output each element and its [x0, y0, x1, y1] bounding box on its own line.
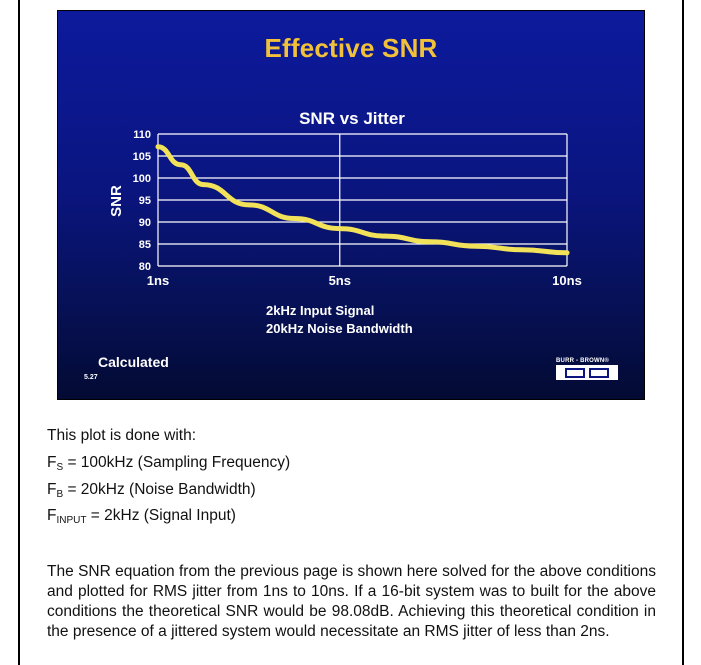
x-tick-label-10ns: 10ns	[552, 273, 582, 288]
formula-subscript: S	[56, 462, 64, 473]
formula-symbol: F	[47, 507, 57, 524]
chart-series	[155, 144, 570, 256]
data-point-0-10	[564, 250, 570, 256]
y-tick-label-105: 105	[133, 151, 151, 163]
formula-symbol: F	[47, 454, 57, 471]
y-tick-label-85: 85	[139, 239, 151, 251]
calculated-label: Calculated	[98, 354, 169, 370]
formula-line: FS = 100kHz (Sampling Frequency)	[47, 454, 290, 473]
formula-subscript: B	[56, 489, 64, 500]
intro-text: This plot is done with:	[47, 427, 197, 444]
data-point-0-1	[178, 162, 184, 168]
data-point-0-8	[473, 243, 479, 249]
slide-title: Effective SNR	[264, 33, 438, 63]
formula-value: = 2kHz (Signal Input)	[86, 507, 236, 524]
y-tick-label-90: 90	[139, 217, 151, 229]
data-point-0-4	[291, 216, 297, 221]
x-tick-label-1ns: 1ns	[147, 273, 169, 288]
snr-vs-jitter-chart: SNR vs Jitter SNR 80 85 90 95 100 105 110 1ns 5n…	[108, 109, 582, 336]
data-point-0-9	[519, 247, 524, 253]
formula-value: = 100kHz (Sampling Frequency)	[63, 454, 291, 471]
formula-value: = 20kHz (Noise Bandwidth)	[63, 481, 256, 498]
data-point-0-7	[428, 239, 434, 245]
x-tick-label-5ns: 5ns	[329, 273, 351, 288]
slide-number: 5.27	[84, 374, 98, 381]
burr-brown-logo: BURR - BROWN®	[556, 358, 620, 382]
formula-subscript: INPUT	[56, 515, 87, 526]
data-point-0-5	[337, 226, 343, 232]
data-point-0-6	[382, 233, 388, 239]
chart-tick-labels: 80 85 90 95 100 105 110 1ns 5ns 10ns	[133, 129, 582, 288]
bb-logo-mark	[556, 365, 618, 380]
y-tick-label-110: 110	[133, 129, 151, 141]
chart-title: SNR vs Jitter	[299, 109, 405, 128]
chart-grid	[157, 133, 568, 267]
y-tick-label-80: 80	[139, 261, 151, 273]
data-point-0-2	[201, 182, 206, 188]
y-axis-label: SNR	[108, 185, 125, 217]
y-tick-label-100: 100	[133, 173, 151, 185]
page-border-right	[682, 0, 684, 665]
formula-symbol: F	[47, 481, 57, 498]
chart-subtitle-line-1: 2kHz Input Signal	[266, 303, 374, 318]
formula-line: FINPUT = 2kHz (Signal Input)	[47, 507, 236, 526]
explanation-paragraph: The SNR equation from the previous page …	[47, 563, 656, 640]
slide-panel: Effective SNR SNR vs Jitter SNR 80 85 90 95…	[57, 10, 645, 400]
chart-subtitle-line-2: 20kHz Noise Bandwidth	[266, 321, 413, 336]
logo-text: BURR - BROWN®	[556, 358, 610, 364]
page-border-left	[18, 0, 20, 665]
data-point-0-3	[246, 202, 252, 208]
data-point-0-0	[155, 144, 161, 150]
formula-line: FB = 20kHz (Noise Bandwidth)	[47, 481, 256, 500]
y-tick-label-95: 95	[139, 195, 151, 207]
